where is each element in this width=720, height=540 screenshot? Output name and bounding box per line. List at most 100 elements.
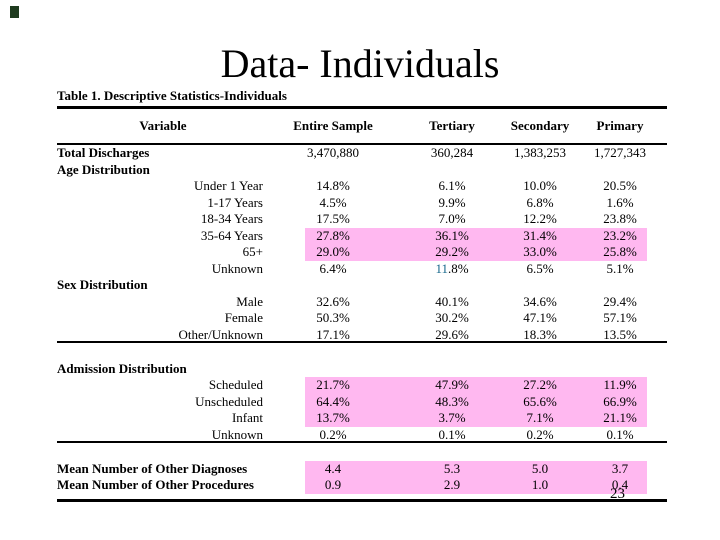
bottom-rule — [57, 498, 667, 502]
value-cell: 0.2% — [319, 426, 347, 442]
value-cell: 5.1% — [606, 260, 634, 276]
value-cell: 3,470,880 — [307, 145, 359, 160]
row-label: Sex Distribution — [57, 277, 148, 292]
value-cell: 7.0% — [438, 211, 466, 226]
value-cell: 11.8% — [397, 261, 507, 278]
value-cell: 29.0% — [316, 244, 350, 259]
value-cell: 13.7% — [316, 410, 350, 425]
value-cell: 1,383,253 — [514, 145, 566, 160]
value-cell: 57.1% — [603, 310, 637, 325]
value-cell: 48.3% — [435, 393, 469, 409]
page-number: 23 — [610, 486, 625, 502]
row-label: Female — [224, 310, 263, 325]
value-cell: 6.4% — [319, 260, 347, 276]
value-cell: 21.1% — [603, 410, 637, 425]
column-header-primary: Primary — [596, 118, 644, 133]
spacer-row — [57, 343, 667, 361]
table-row: Infant 13.7% 3.7% 7.1% 21.1% — [57, 410, 667, 427]
value-cell: 31.4% — [523, 227, 557, 243]
value-cell: 4.5% — [319, 194, 347, 210]
value-cell: 1,727,343 — [594, 145, 646, 160]
row-label: Infant — [231, 410, 263, 425]
row-label: Unknown — [211, 260, 263, 276]
value-cell: 6.1% — [438, 178, 466, 193]
value-cell: 29.2% — [435, 244, 469, 259]
table-row: 1-17 Years 4.5% 9.9% 6.8% 1.6% — [57, 195, 667, 212]
value-cell: 33.0% — [523, 244, 557, 259]
value-cell: 18.3% — [523, 326, 557, 342]
value-cell: 17.1% — [316, 326, 350, 342]
value-cell: 30.2% — [435, 310, 469, 325]
table-row: Male 32.6% 40.1% 34.6% 29.4% — [57, 294, 667, 311]
row-label: Total Discharges — [57, 145, 150, 160]
value-cell: 0.9 — [324, 477, 342, 492]
value-cell: 10.0% — [523, 178, 557, 193]
statistics-table: Table 1. Descriptive Statistics-Individu… — [57, 88, 667, 502]
table-row: Other/Unknown 17.1% 29.6% 18.3% 13.5% — [57, 327, 667, 343]
value-cell: 5.3 — [443, 460, 461, 476]
value-cell: 11.9% — [603, 377, 637, 392]
value-cell: 4.4 — [324, 460, 342, 476]
table-row: 18-34 Years 17.5% 7.0% 12.2% 23.8% — [57, 211, 667, 228]
value-cell: 64.4% — [316, 393, 350, 409]
value-cell: 23.2% — [603, 227, 637, 243]
row-label: Admission Distribution — [57, 360, 187, 376]
value-cell: 27.8% — [316, 227, 350, 243]
column-header-secondary: Secondary — [510, 118, 570, 133]
row-label: Male — [236, 293, 263, 309]
value-cell: 17.5% — [316, 211, 350, 226]
value-cell: 0.4 — [611, 477, 629, 492]
value-cell: 5.0 — [531, 460, 549, 476]
value-cell: 6.5% — [526, 260, 554, 276]
value-cell: 66.9% — [603, 393, 637, 409]
accent-digits: 11 — [435, 260, 448, 276]
value-cell: 32.6% — [316, 293, 350, 309]
value-cell: 2.9 — [443, 477, 461, 492]
row-label: 18-34 Years — [200, 211, 263, 226]
row-label: 65+ — [242, 244, 263, 259]
column-header-variable: Variable — [139, 118, 187, 133]
value-cell: 36.1% — [435, 227, 469, 243]
table-body: Total Discharges 3,470,880 360,284 1,383,25… — [57, 145, 667, 494]
spacer-row — [57, 443, 667, 461]
table-row: Female 50.3% 30.2% 47.1% 57.1% — [57, 310, 667, 327]
row-label: Unscheduled — [195, 393, 263, 409]
row-label: 1-17 Years — [207, 194, 263, 210]
value-cell: 47.1% — [523, 310, 557, 325]
value-text: .8% — [447, 260, 469, 276]
value-cell: 13.5% — [603, 326, 637, 342]
value-cell: 0.2% — [526, 426, 554, 442]
table-row: 35-64 Years 27.8% 36.1% 31.4% 23.2% — [57, 227, 667, 244]
table-row: Mean Number of Other Procedures 0.9 2.9 1.0… — [57, 477, 667, 494]
value-cell: 65.6% — [523, 393, 557, 409]
value-cell: 6.8% — [526, 194, 554, 210]
row-label: Scheduled — [208, 377, 263, 392]
row-label: Age Distribution — [57, 161, 150, 177]
table-caption: Table 1. Descriptive Statistics-Individu… — [57, 88, 667, 109]
row-label: 35-64 Years — [200, 227, 263, 243]
table-row: Under 1 Year 14.8% 6.1% 10.0% 20.5% — [57, 178, 667, 195]
section-row: Admission Distribution — [57, 361, 667, 378]
value-cell: 1.6% — [606, 194, 634, 210]
column-header-entire-sample: Entire Sample — [293, 118, 373, 133]
table-row: Total Discharges 3,470,880 360,284 1,383,25… — [57, 145, 667, 162]
table-row: Mean Number of Other Diagnoses 4.4 5.3 5.0 3… — [57, 460, 667, 477]
value-cell: 360,284 — [430, 145, 474, 160]
row-label: Under 1 Year — [194, 178, 263, 193]
value-cell: 25.8% — [603, 244, 637, 259]
value-cell: 23.8% — [603, 211, 637, 226]
section-row: Sex Distribution — [57, 277, 667, 294]
value-cell: 20.5% — [603, 178, 637, 193]
row-label: Other/Unknown — [178, 326, 264, 342]
value-cell: 47.9% — [435, 377, 469, 392]
value-cell: 29.4% — [603, 293, 637, 309]
table-row: 65+ 29.0% 29.2% 33.0% 25.8% — [57, 244, 667, 261]
slide-title: Data- Individuals — [220, 41, 500, 86]
value-cell: 14.8% — [316, 178, 350, 193]
value-cell: 50.3% — [316, 310, 350, 325]
value-cell: 12.2% — [523, 211, 557, 226]
value-cell: 1.0 — [531, 477, 549, 492]
value-cell: 0.1% — [438, 426, 466, 442]
value-cell: 21.7% — [316, 377, 350, 392]
